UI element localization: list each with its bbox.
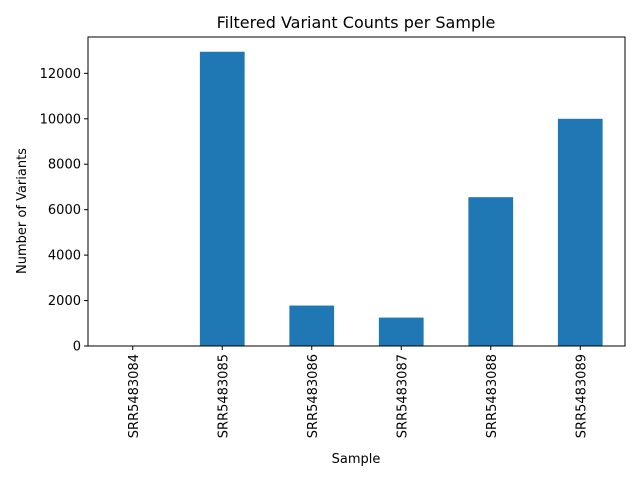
- chart-title: Filtered Variant Counts per Sample: [217, 13, 496, 32]
- bar-SRR5483089: [557, 118, 603, 346]
- bar-SRR5483085: [199, 51, 245, 347]
- y-tick-label: 4000: [48, 249, 81, 264]
- x-tick-label: SRR5483087: [395, 354, 410, 438]
- bar-SRR5483088: [468, 197, 514, 346]
- x-tick-label: SRR5483088: [485, 354, 500, 438]
- bars-group: [199, 51, 603, 347]
- x-tick-label: SRR5483086: [306, 354, 321, 438]
- y-axis-label: Number of Variants: [15, 148, 30, 274]
- bar-SRR5483087: [378, 317, 424, 346]
- y-tick-label: 0: [73, 340, 81, 355]
- bar-SRR5483086: [289, 305, 335, 346]
- x-tick-label: SRR5483084: [127, 354, 142, 438]
- y-tick-label: 8000: [48, 158, 81, 173]
- y-tick-label: 10000: [40, 112, 81, 127]
- y-tick-label: 6000: [48, 203, 81, 218]
- x-tick-label: SRR5483089: [574, 354, 589, 438]
- y-axis: 0 2000 4000 6000 8000 10000 12000: [40, 67, 88, 355]
- x-tick-label: SRR5483085: [216, 354, 231, 438]
- y-tick-label: 12000: [40, 67, 81, 82]
- y-tick-label: 2000: [48, 294, 81, 309]
- x-axis: SRR5483084 SRR5483085 SRR5483086 SRR5483087…: [127, 346, 589, 438]
- plot-frame: [87, 36, 626, 347]
- x-axis-label: Sample: [332, 452, 381, 467]
